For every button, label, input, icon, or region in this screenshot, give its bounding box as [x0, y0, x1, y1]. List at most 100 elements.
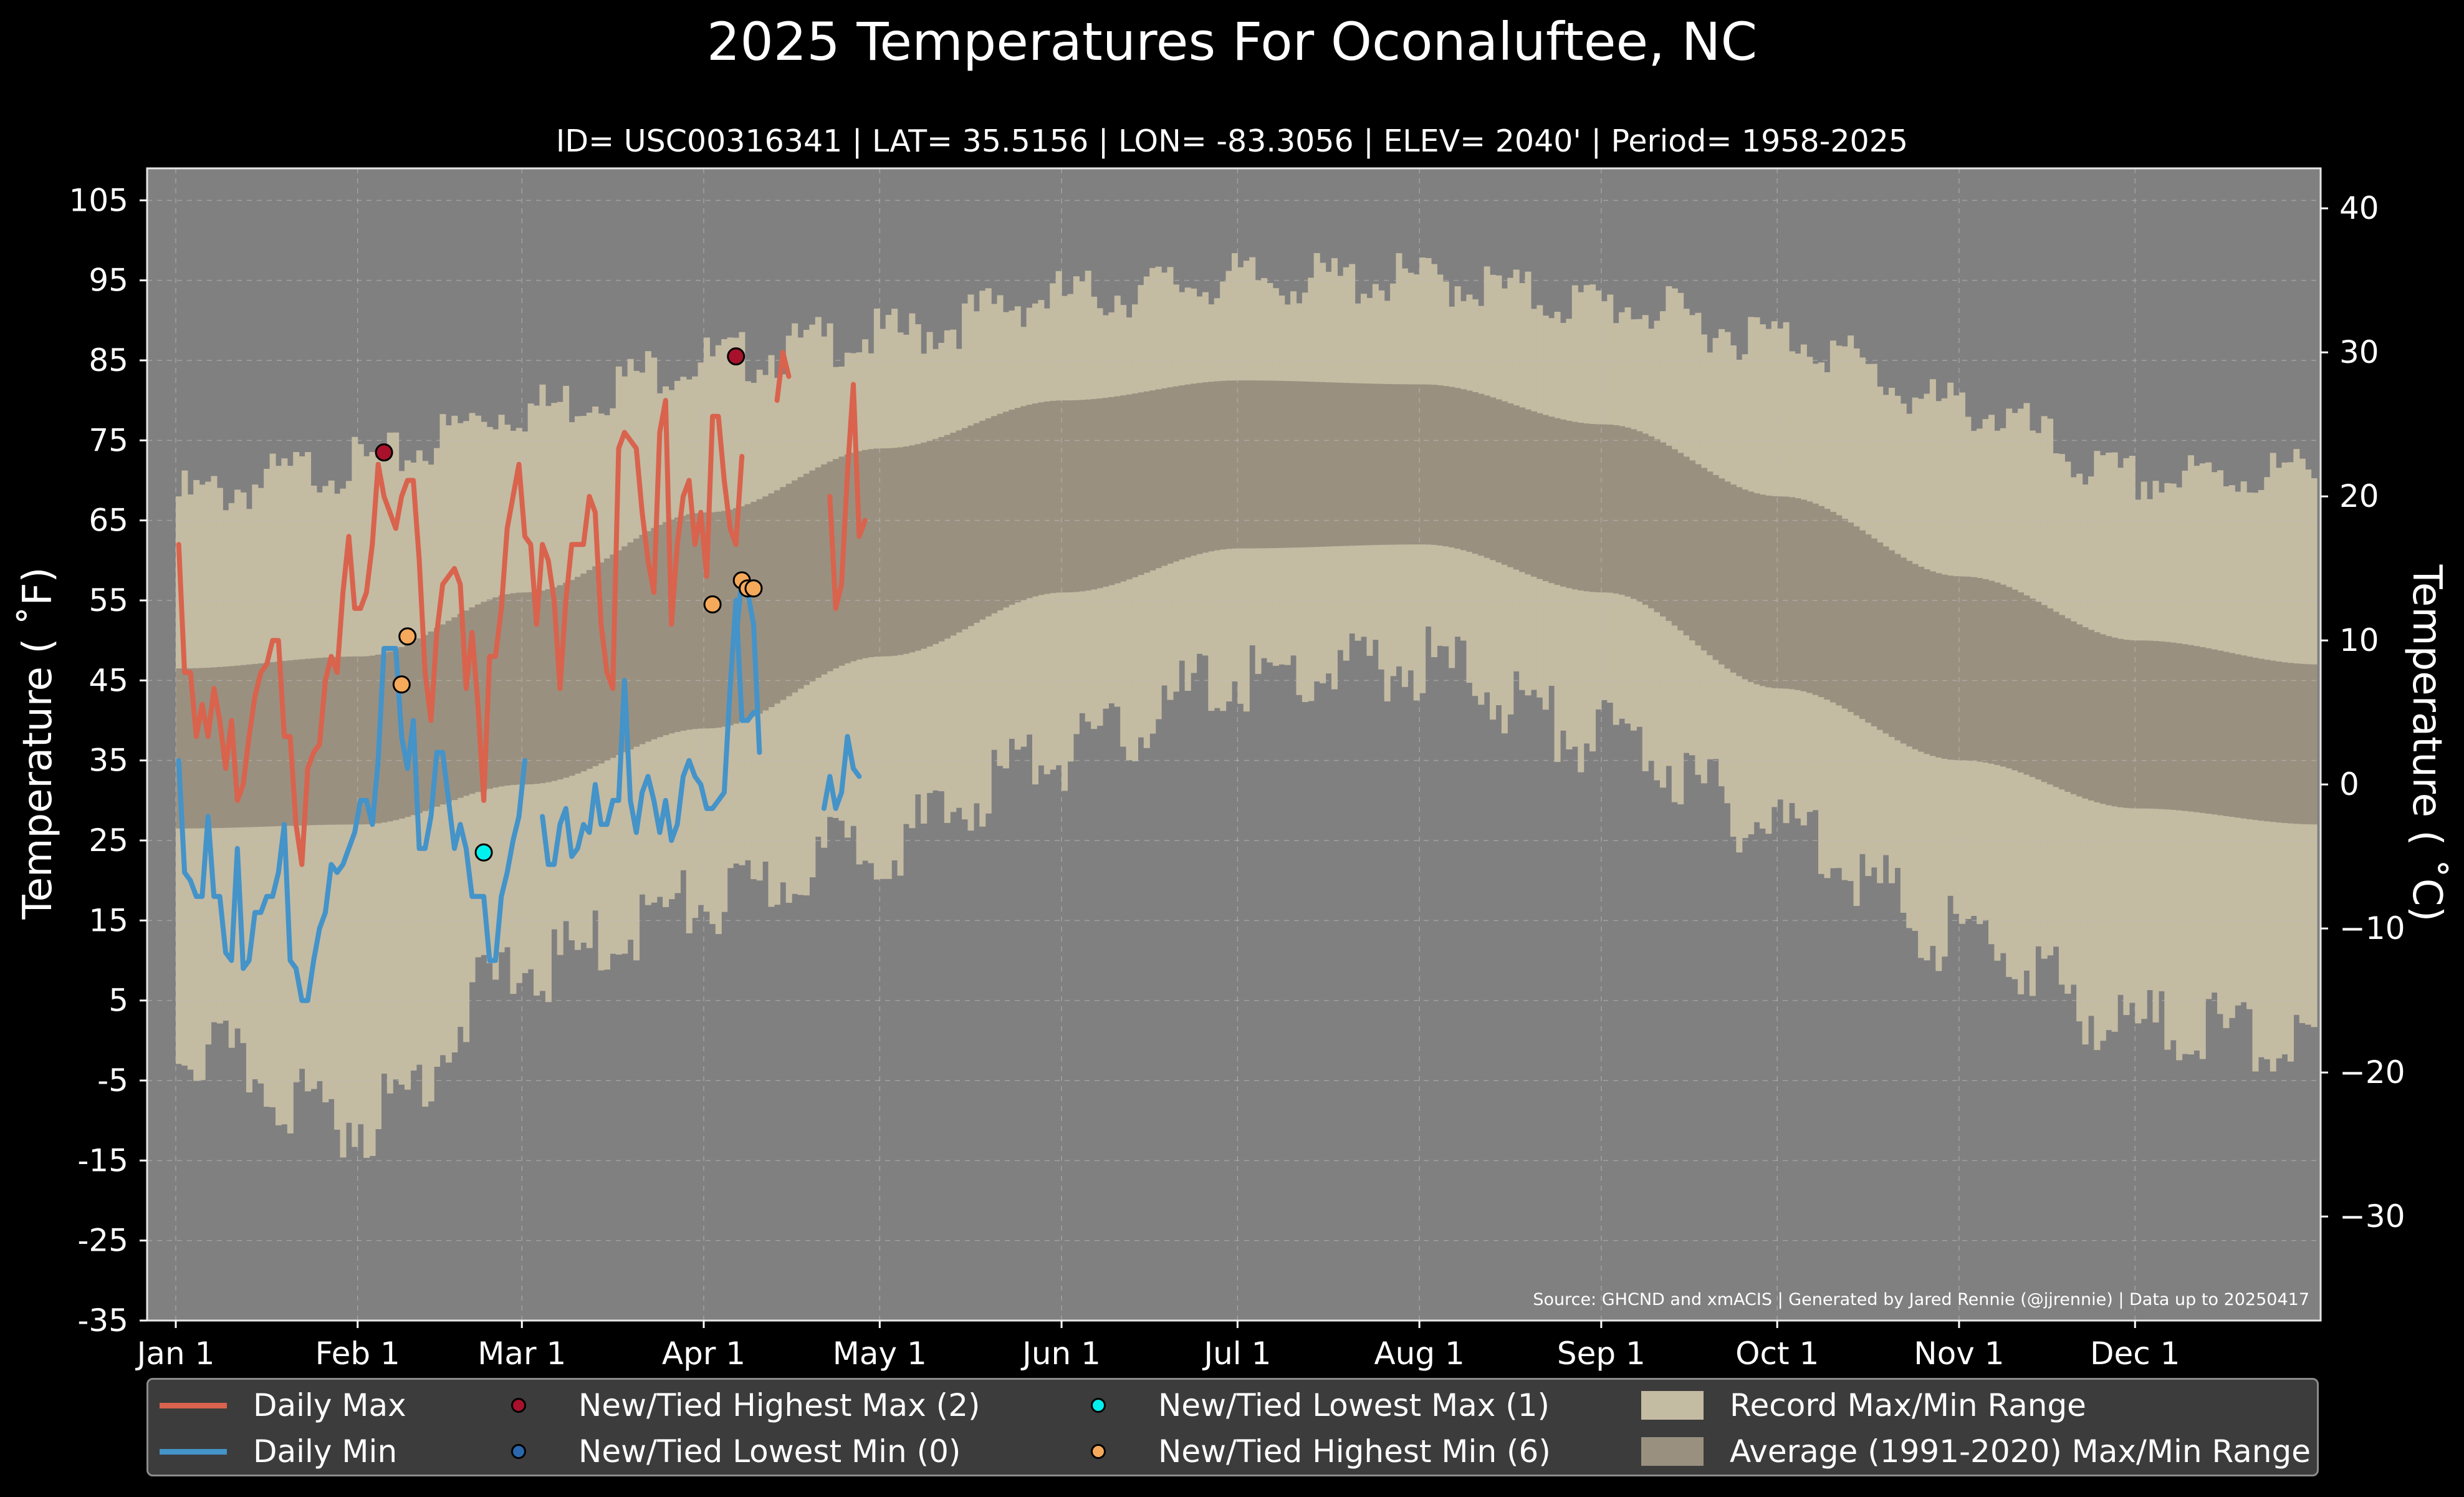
x-tick-label: Apr 1 [662, 1336, 745, 1372]
normal-range-bar [1929, 571, 1936, 756]
normal-range-bar [463, 610, 470, 796]
normal-range-bar [2252, 657, 2259, 821]
normal-range-bar [1771, 496, 1778, 688]
normal-range-bar [1220, 380, 1227, 550]
normal-range-bar [615, 550, 622, 755]
normal-range-bar [1114, 396, 1121, 584]
normal-range-bar [310, 658, 317, 826]
normal-range-bar [357, 656, 364, 825]
normal-range-bar [522, 592, 529, 785]
normal-range-bar [821, 464, 828, 675]
legend-highest-min: New/Tied Highest Min (6) [1065, 1430, 1551, 1473]
normal-range-bar [2035, 602, 2042, 780]
normal-range-bar [1138, 392, 1144, 575]
normal-range-bar [1918, 567, 1925, 752]
normal-range-bar [1179, 385, 1186, 560]
record-marker [727, 347, 745, 366]
normal-range-bar [1126, 394, 1133, 580]
y-tick-label: 15 [89, 902, 128, 938]
normal-range-bar [299, 659, 305, 826]
normal-range-bar [973, 423, 980, 623]
normal-range-bar [721, 511, 728, 727]
normal-range-bar [1278, 380, 1285, 548]
normal-range-bar [962, 428, 969, 630]
normal-range-bar [369, 655, 376, 824]
normal-range-bar [1994, 582, 2001, 766]
normal-range-bar [2199, 647, 2206, 813]
normal-range-bar [1583, 423, 1590, 592]
normal-range-bar [445, 620, 452, 802]
normal-range-bar [1267, 380, 1273, 549]
normal-range-bar [2082, 627, 2089, 799]
normal-range-bar [780, 487, 787, 700]
normal-range-bar [1167, 387, 1174, 564]
normal-range-bar [815, 467, 822, 678]
normal-range-bar [1085, 399, 1091, 591]
plot-frame [146, 167, 2322, 1322]
normal-range-bar [469, 607, 476, 794]
normal-range-bar [944, 435, 951, 639]
normal-range-bar [539, 590, 546, 784]
normal-range-bar [240, 665, 247, 827]
normal-range-bar [768, 493, 775, 708]
normal-range-bar [1970, 577, 1977, 761]
record-marker [398, 627, 417, 646]
normal-range-bar [1143, 391, 1150, 573]
normal-range-bar [1941, 574, 1948, 759]
y-axis-label-c: Temperature ( ˚C) [2404, 564, 2450, 922]
normal-range-bar [727, 509, 734, 726]
normal-range-bar [1906, 561, 1913, 747]
legend-lowest-min: New/Tied Lowest Min (0) [485, 1430, 961, 1473]
normal-range-bar [498, 595, 505, 787]
normal-range-bar [1607, 424, 1614, 593]
normal-range-bar [504, 594, 511, 786]
normal-range-bar [1601, 424, 1608, 593]
x-tick-label: Mar 1 [477, 1336, 566, 1372]
normal-range-bar [205, 667, 212, 829]
normal-range-bar [1255, 380, 1262, 549]
normal-range-bar [2187, 645, 2194, 812]
normal-range-bar [1272, 380, 1279, 549]
normal-range-bar [305, 658, 312, 826]
normal-range-bar [1724, 481, 1731, 669]
legend-label: New/Tied Highest Min (6) [1158, 1433, 1551, 1470]
normal-range-bar [527, 592, 534, 784]
normal-range-bar [792, 480, 798, 693]
normal-range-bar [257, 663, 264, 827]
normal-range-bar [1841, 519, 1848, 709]
normal-range-bar [938, 437, 945, 642]
normal-range-bar [1214, 381, 1220, 551]
normal-range-bar [1419, 384, 1426, 545]
normal-range-bar [1401, 384, 1408, 545]
normal-range-bar [574, 577, 581, 774]
normal-range-bar [979, 420, 986, 620]
normal-range-bar [2099, 634, 2106, 804]
normal-range-bar [1026, 405, 1033, 599]
legend-line-swatch [160, 1402, 227, 1408]
normal-range-bar [880, 448, 886, 657]
normal-range-bar [797, 477, 804, 689]
normal-range-bar [803, 473, 810, 685]
y-tick-label: -35 [77, 1302, 128, 1339]
normal-range-bar [868, 449, 875, 658]
normal-range-bar [2223, 652, 2230, 816]
normal-range-bar [2193, 646, 2200, 812]
normal-range-bar [1683, 456, 1690, 636]
normal-range-bar [1407, 384, 1414, 545]
normal-range-bar [592, 566, 599, 766]
normal-range-bar [2029, 598, 2036, 777]
normal-range-bar [1020, 406, 1027, 600]
normal-range-bar [1765, 495, 1772, 688]
normal-range-bar [2018, 592, 2025, 773]
normal-range-bar [1736, 487, 1743, 676]
normal-range-bar [1619, 426, 1626, 595]
normal-range-bar [1131, 393, 1138, 577]
record-marker [703, 595, 722, 614]
x-tick-label: Oct 1 [1735, 1336, 1819, 1372]
normal-range-bar [1390, 384, 1397, 545]
normal-range-bar [1413, 384, 1420, 545]
normal-range-bar [1753, 493, 1760, 685]
legend-dot-swatch [1091, 1398, 1106, 1413]
y-right-tick-label: −30 [2339, 1198, 2405, 1235]
normal-range-bar [352, 656, 358, 825]
